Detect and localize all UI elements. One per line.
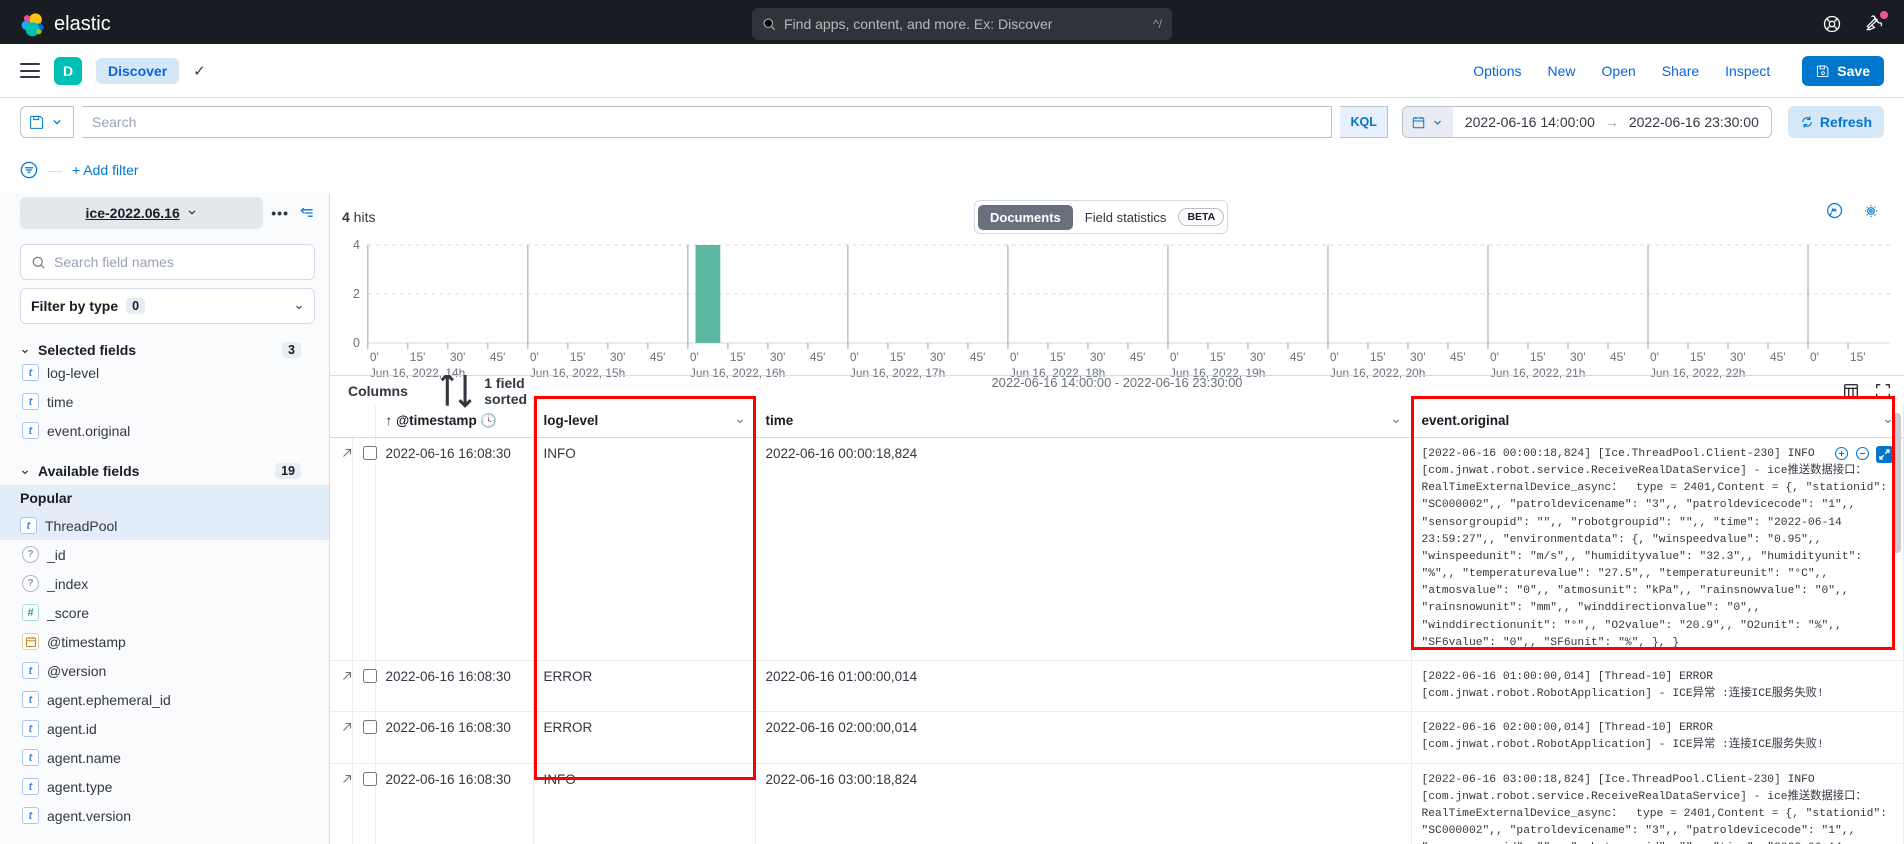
svg-text:0': 0': [530, 350, 539, 364]
svg-text:30': 30': [1570, 350, 1586, 364]
svg-text:0': 0': [690, 350, 699, 364]
svg-text:0': 0': [1170, 350, 1179, 364]
svg-text:0': 0': [1650, 350, 1659, 364]
svg-text:30': 30': [1250, 350, 1266, 364]
svg-text:45': 45': [1290, 350, 1306, 364]
svg-text:30': 30': [1090, 350, 1106, 364]
svg-text:30': 30': [770, 350, 786, 364]
svg-text:2: 2: [353, 287, 360, 301]
svg-text:30': 30': [1730, 350, 1746, 364]
svg-text:15': 15': [1690, 350, 1706, 364]
svg-text:45': 45': [650, 350, 666, 364]
svg-text:0': 0': [1490, 350, 1499, 364]
svg-text:15': 15': [1370, 350, 1386, 364]
svg-text:15': 15': [730, 350, 746, 364]
svg-text:45': 45': [1770, 350, 1786, 364]
svg-text:0': 0': [1330, 350, 1339, 364]
svg-text:30': 30': [930, 350, 946, 364]
svg-text:0': 0': [1810, 350, 1819, 364]
svg-text:15': 15': [1850, 350, 1866, 364]
svg-text:30': 30': [1410, 350, 1426, 364]
svg-text:0': 0': [1010, 350, 1019, 364]
svg-text:0': 0': [370, 350, 379, 364]
svg-text:45': 45': [1610, 350, 1626, 364]
svg-text:15': 15': [890, 350, 906, 364]
svg-text:0': 0': [850, 350, 859, 364]
svg-text:4: 4: [353, 238, 360, 252]
svg-text:45': 45': [1130, 350, 1146, 364]
svg-text:15': 15': [1530, 350, 1546, 364]
svg-text:0: 0: [353, 336, 360, 350]
svg-text:30': 30': [610, 350, 626, 364]
svg-text:30': 30': [450, 350, 466, 364]
svg-text:45': 45': [1450, 350, 1466, 364]
svg-text:45': 45': [810, 350, 826, 364]
svg-text:45': 45': [490, 350, 506, 364]
svg-text:15': 15': [1050, 350, 1066, 364]
svg-text:15': 15': [410, 350, 426, 364]
svg-text:45': 45': [970, 350, 986, 364]
svg-text:15': 15': [570, 350, 586, 364]
svg-text:15': 15': [1210, 350, 1226, 364]
